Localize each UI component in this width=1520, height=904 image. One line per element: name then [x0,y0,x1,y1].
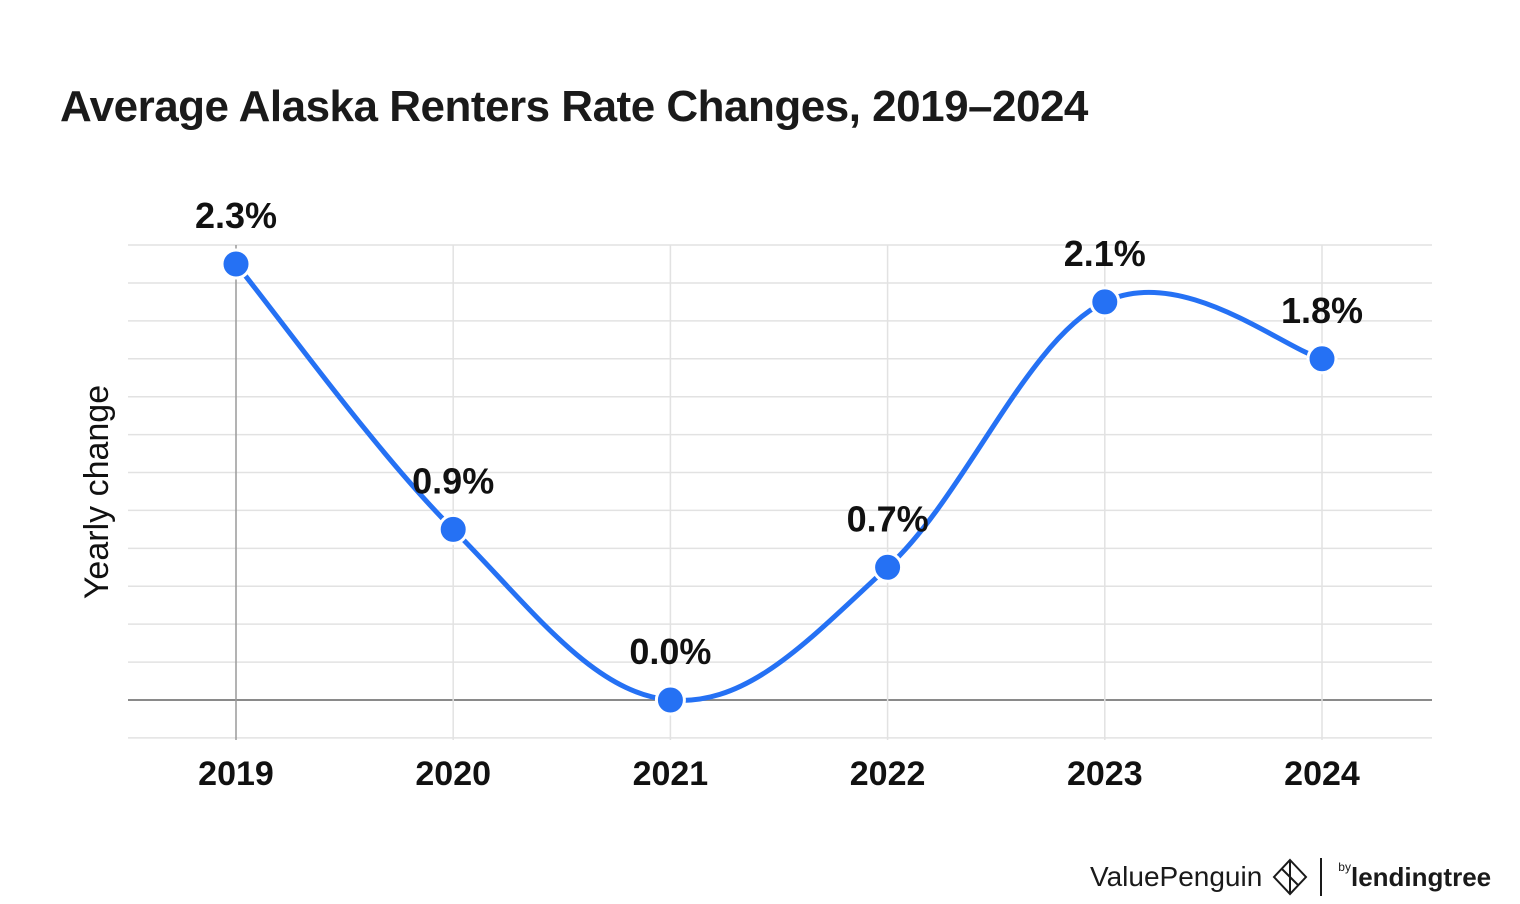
data-label: 2.3% [195,195,277,236]
data-point [1306,343,1338,375]
data-label: 0.7% [847,498,929,539]
x-tick-label: 2022 [850,755,926,793]
data-label: 1.8% [1281,290,1363,331]
x-tick-label: 2020 [415,755,491,793]
data-point [654,684,686,716]
y-axis-label: Yearly change [78,385,116,599]
data-label: 2.1% [1064,233,1146,274]
logo-by-text: by [1338,860,1351,874]
data-point [1089,286,1121,318]
series-line [233,261,1325,703]
x-axis-ticks: 2019 2020 2021 2022 2023 2024 [198,755,1360,793]
chart-title: Average Alaska Renters Rate Changes, 201… [60,82,1088,131]
partner-name: lendingtree [1350,861,1492,892]
data-point [220,248,252,280]
x-tick-label: 2021 [633,755,709,793]
data-points [220,248,1338,716]
series-line-layer [233,261,1325,703]
data-labels: 2.3% 0.9% 0.0% 0.7% 2.1% 1.8% [195,195,1363,672]
gridlines [128,244,1432,740]
data-point [872,551,904,583]
data-label: 0.0% [629,631,711,672]
brand-logo: ValuePenguin by lendingtree [1090,852,1491,902]
x-tick-label: 2023 [1067,755,1143,793]
data-point [437,513,469,545]
data-label: 0.9% [412,460,494,501]
logo-divider [1320,858,1323,896]
brand-name: ValuePenguin [1090,861,1263,892]
x-tick-label: 2024 [1284,755,1360,793]
x-tick-label: 2019 [198,755,274,793]
penguin-logo-icon [1272,858,1308,896]
